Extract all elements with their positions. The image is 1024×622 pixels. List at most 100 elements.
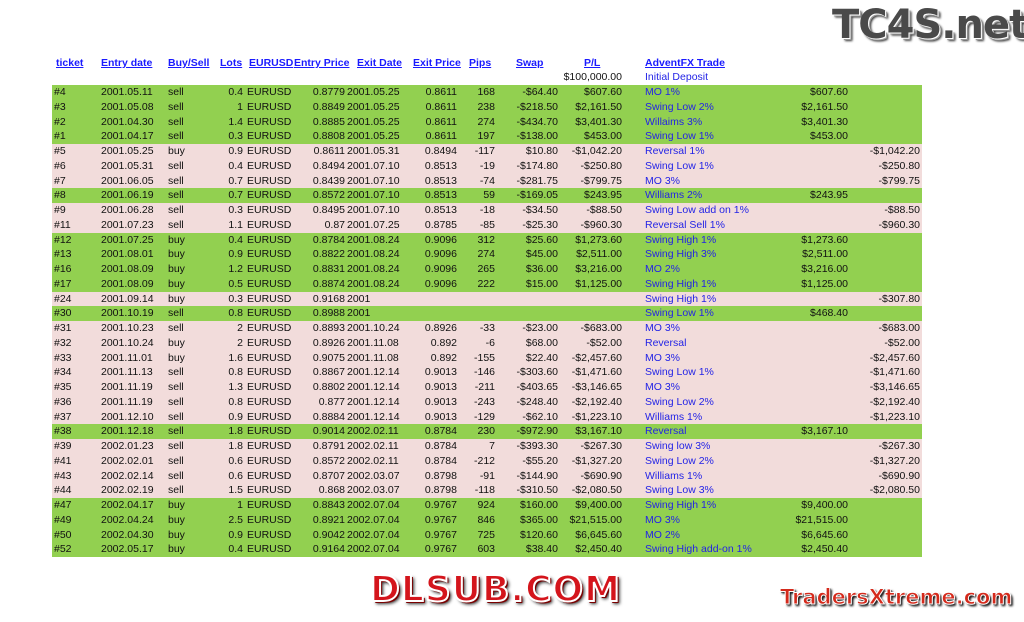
cell-pips: 725 [477, 528, 495, 541]
cell-lots: 0.7 [228, 189, 243, 202]
cell-entry-date: 2001.05.25 [101, 145, 154, 157]
dlsub-watermark: DLSUB.COM [369, 568, 621, 611]
cell-loss: -$88.50 [884, 204, 920, 216]
column-header-ticket[interactable]: ticket [56, 57, 84, 69]
cell-side: buy [168, 248, 185, 261]
column-header-exit-price[interactable]: Exit Price [413, 57, 461, 69]
cell-entry-date: 2002.01.23 [101, 440, 154, 452]
column-header-entry-date[interactable]: Entry date [101, 57, 153, 69]
table-row [52, 498, 922, 513]
cell-trade-note: Swing Low 2% [645, 454, 714, 467]
cell-symbol: EURUSD [247, 410, 292, 423]
cell-exit-date: 2001.05.31 [347, 145, 400, 157]
cell-gain: $243.95 [810, 189, 848, 202]
table-row [52, 512, 922, 528]
cell-ticket: #11 [54, 218, 71, 231]
cell-exit-price: 0.8611 [425, 100, 457, 113]
cell-side: buy [168, 513, 185, 526]
cell-lots: 0.9 [228, 410, 243, 423]
cell-symbol: EURUSD [247, 307, 292, 320]
cell-exit-price: 0.9013 [424, 366, 457, 379]
cell-gain [780, 483, 848, 498]
cell-trade-note: MO 1% [645, 86, 681, 98]
cell-entry-price: 0.8791 [312, 440, 345, 452]
column-header-entry-price[interactable]: Entry Price [294, 57, 350, 69]
cell-exit-date: 2002.07.04 [347, 543, 400, 556]
cell-exit-price: 0.8784 [424, 425, 457, 438]
column-header-pips[interactable]: Pips [469, 57, 492, 69]
cell-exit-price: 0.9767 [424, 543, 457, 556]
column-header-trade-note[interactable]: AdventFX Trade [645, 57, 725, 69]
cell-side: sell [168, 425, 184, 438]
cell-exit-date: 2001.12.14 [347, 395, 400, 408]
cell-loss: -$1,223.10 [869, 410, 920, 423]
cell-swap: $38.40 [525, 543, 558, 556]
cell-entry-date: 2001.05.31 [101, 159, 154, 172]
table-row [52, 439, 922, 454]
cell-lots: 0.9 [228, 145, 243, 157]
cell-entry-date: 2001.09.14 [101, 292, 154, 305]
cell-gain [780, 144, 848, 159]
cell-symbol: EURUSD [247, 484, 292, 497]
cell-exit-date: 2001.07.10 [347, 189, 400, 202]
cell-swap [505, 292, 558, 307]
cell-side: sell [168, 395, 184, 408]
cell-ticket: #38 [54, 425, 72, 438]
cell-ticket: #37 [54, 410, 72, 423]
cell-lots: 0.8 [228, 366, 243, 379]
cell-exit-date: 2001.11.08 [347, 351, 399, 364]
cell-entry-date: 2001.10.24 [101, 336, 154, 349]
cell-side: buy [168, 263, 185, 275]
cell-loss [852, 528, 920, 543]
cell-ticket: #35 [54, 381, 72, 393]
column-header-pl[interactable]: P/L [584, 57, 601, 69]
cell-exit-date: 2001.07.10 [347, 159, 400, 172]
cell-side: sell [168, 115, 184, 128]
cell-exit-date: 2001 [347, 292, 371, 305]
cell-entry-date: 2001.07.25 [101, 233, 154, 246]
cell-symbol: EURUSD [247, 218, 292, 231]
cell-pl: -$88.50 [586, 204, 622, 216]
cell-exit-date: 2001.05.25 [347, 130, 400, 143]
column-header-lots[interactable]: Lots [220, 57, 243, 69]
cell-exit-date: 2001.05.25 [347, 86, 400, 98]
column-header-side[interactable]: Buy/Sell [168, 57, 210, 69]
cell-pips: -117 [474, 145, 495, 157]
cell-loss [852, 188, 920, 203]
column-header-symbol[interactable]: EURUSD [249, 57, 294, 69]
cell-entry-date: 2001.07.23 [101, 218, 154, 231]
cell-trade-note: Williams 1% [645, 469, 703, 482]
cell-trade-note: MO 3% [645, 381, 681, 393]
cell-exit-price: 0.9013 [424, 410, 457, 423]
cell-pl: $21,515.00 [569, 513, 622, 526]
cell-entry-date: 2001.11.19 [101, 381, 153, 393]
cell-ticket: #8 [54, 189, 66, 202]
cell-exit-date: 2002.07.04 [347, 513, 400, 526]
cell-lots: 0.4 [228, 543, 243, 556]
cell-ticket: #39 [54, 440, 72, 452]
column-header-swap[interactable]: Swap [516, 57, 544, 69]
cell-trade-note: Swing High 3% [645, 248, 717, 261]
cell-swap: -$138.00 [516, 130, 558, 143]
cell-pl: $6,645.60 [575, 528, 622, 541]
cell-pips [465, 292, 495, 307]
cell-ticket: #50 [54, 528, 72, 541]
cell-trade-note: Swing Low 1% [645, 366, 714, 379]
cell-entry-date: 2001.11.13 [101, 366, 153, 379]
cell-pl: -$2,192.40 [571, 395, 622, 408]
cell-gain [780, 395, 848, 410]
cell-entry-price: 0.87 [324, 218, 345, 231]
cell-entry-price: 0.868 [318, 484, 345, 497]
cell-exit-price [410, 306, 457, 321]
cell-ticket: #31 [54, 322, 72, 334]
column-header-exit-date[interactable]: Exit Date [357, 57, 402, 69]
cell-ticket: #52 [54, 543, 72, 556]
cell-lots: 0.6 [228, 454, 243, 467]
cell-swap: -$174.80 [516, 159, 558, 172]
cell-exit-date: 2001.05.25 [347, 100, 400, 113]
cell-pips: 924 [477, 499, 495, 511]
cell-pips: 197 [477, 130, 495, 143]
cell-ticket: #30 [54, 307, 72, 320]
cell-exit-date: 2001.12.14 [347, 410, 400, 423]
cell-entry-price: 0.8822 [312, 248, 345, 261]
